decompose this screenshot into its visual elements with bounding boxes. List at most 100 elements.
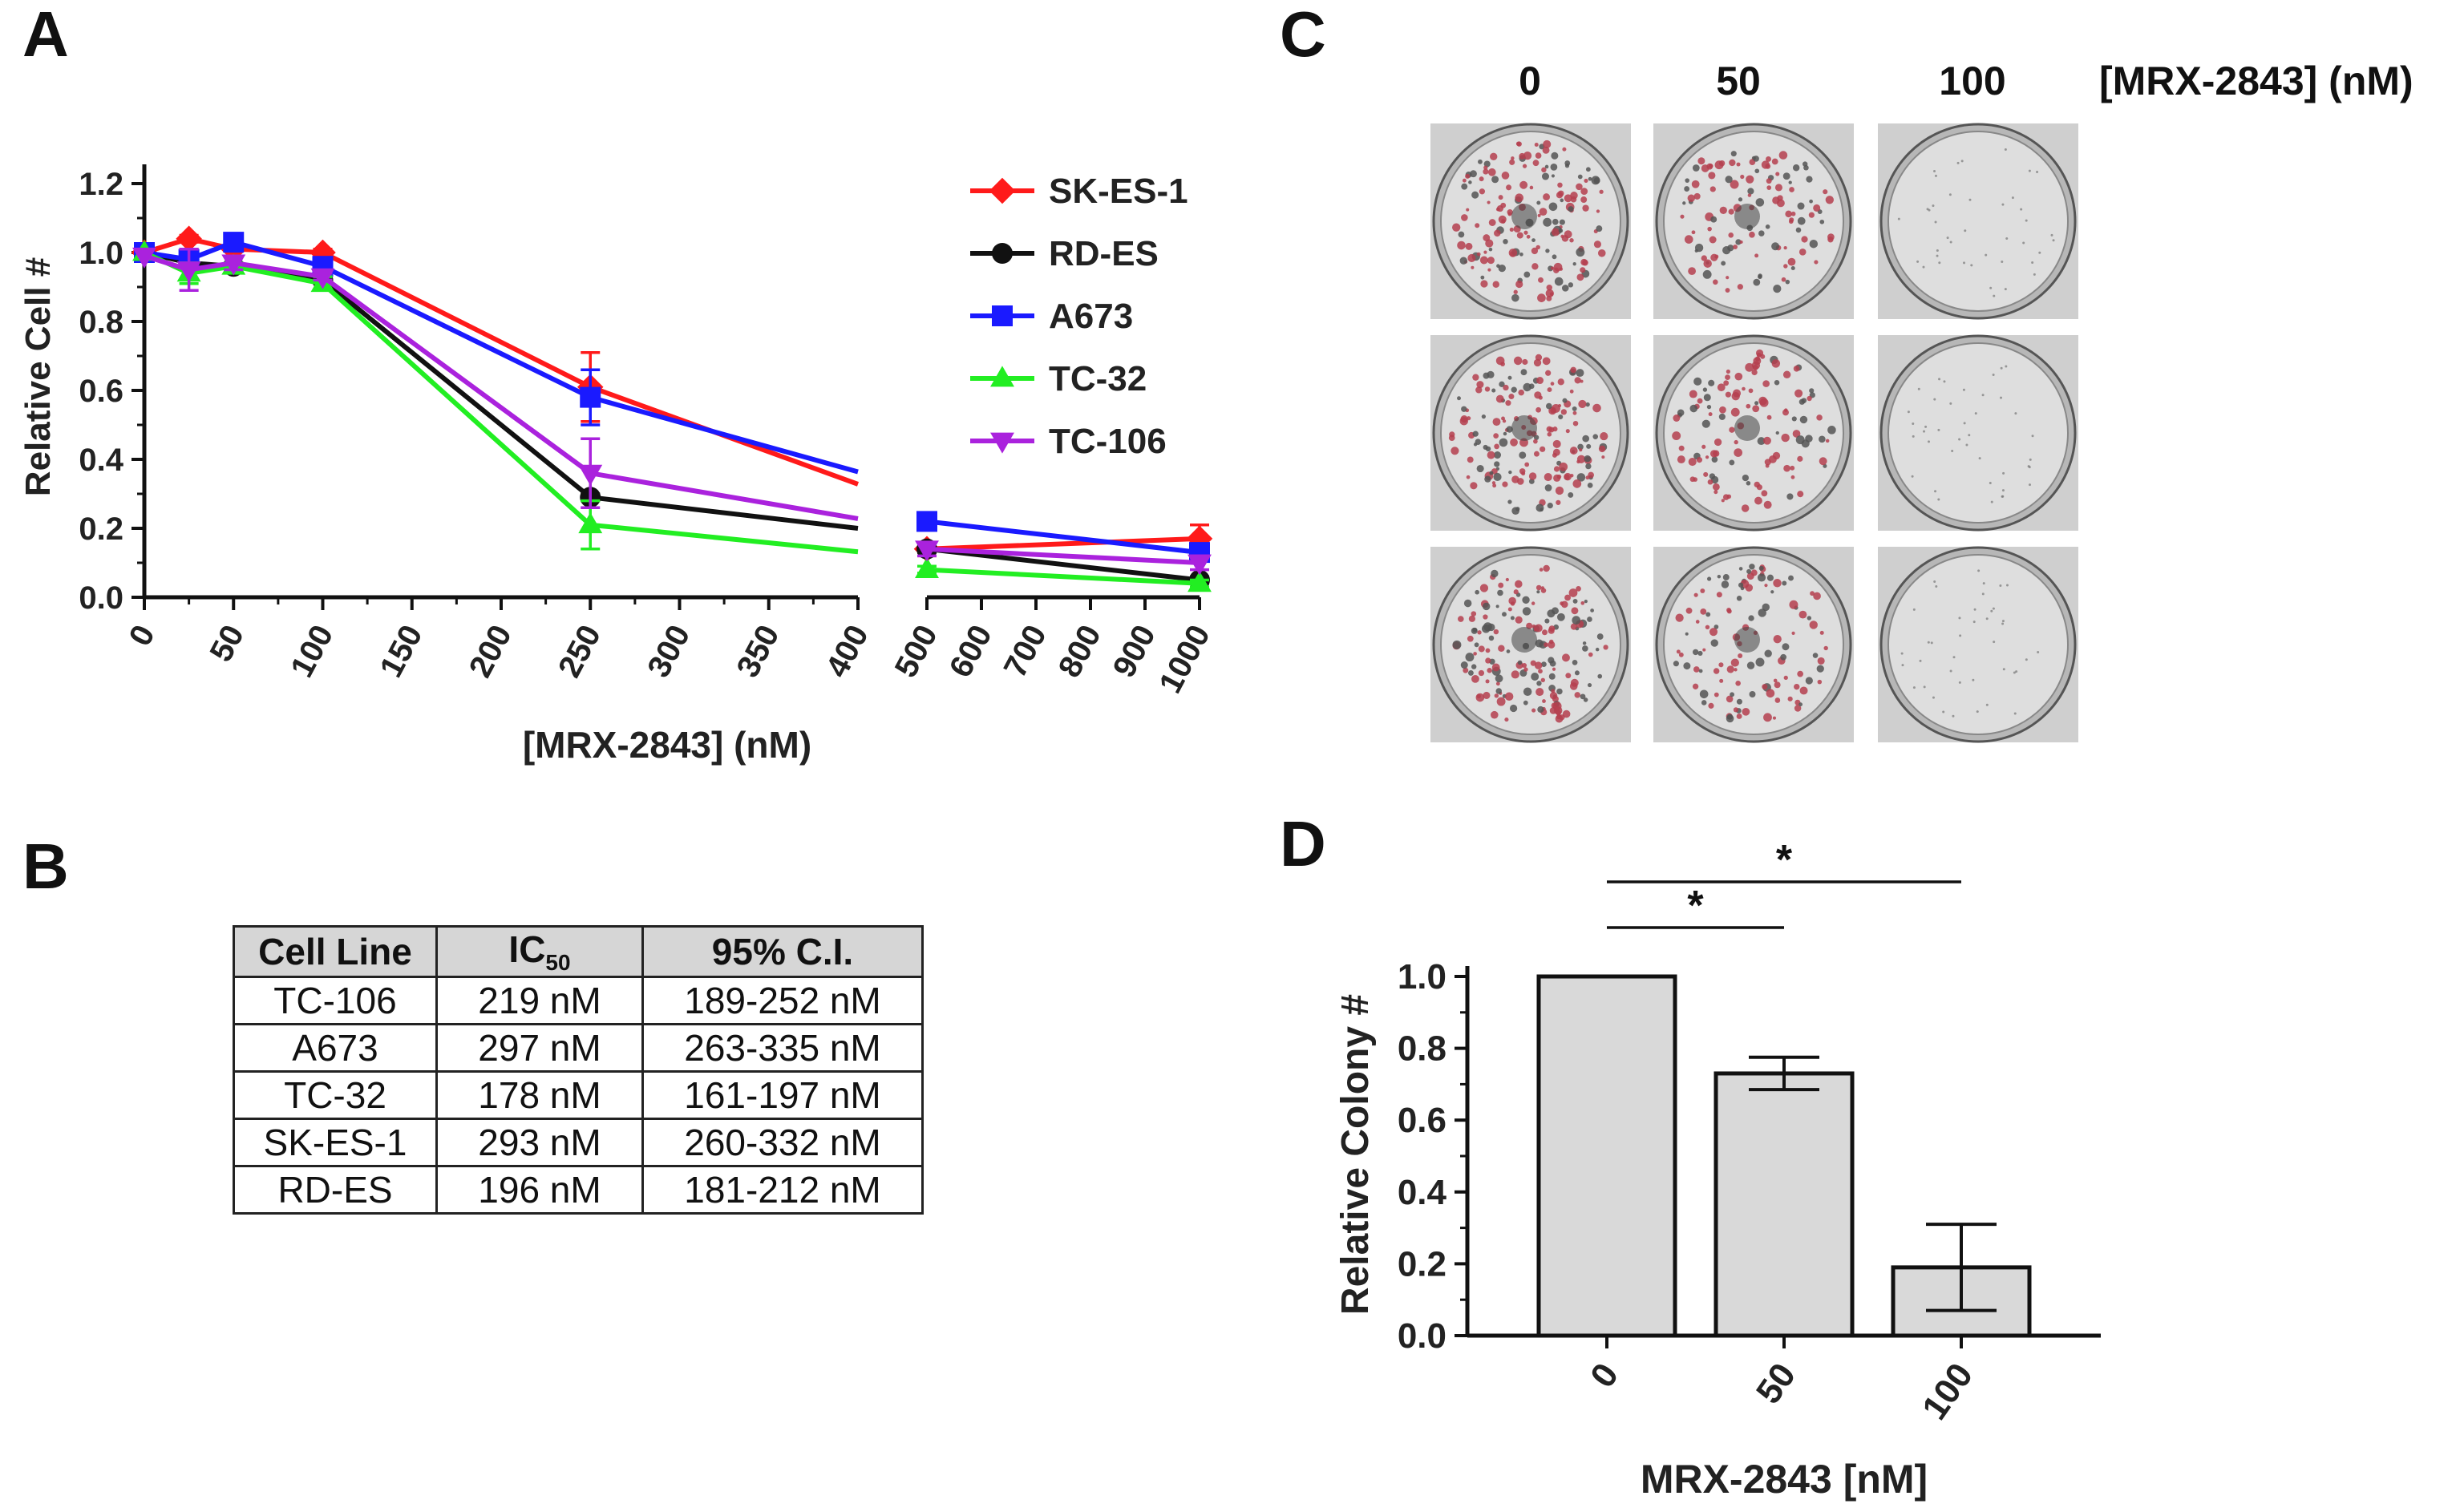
bar-0 — [1536, 974, 1677, 1338]
colony — [1682, 201, 1686, 205]
colony — [1580, 267, 1586, 273]
chart-d-ytick-label: 0.6 — [1398, 1101, 1446, 1140]
colony — [1791, 631, 1795, 635]
colony — [1689, 404, 1698, 413]
colony — [1485, 648, 1491, 653]
colony — [1726, 695, 1734, 703]
colony — [1473, 652, 1477, 656]
colony — [1468, 615, 1476, 622]
colony — [1712, 483, 1720, 491]
colony — [1728, 208, 1734, 215]
colony — [1466, 208, 1470, 212]
colony — [1511, 386, 1517, 393]
colony — [1547, 609, 1556, 618]
debris — [1916, 260, 1920, 263]
col-header-cell-line: Cell Line — [233, 924, 438, 979]
colony — [1685, 607, 1693, 614]
colony — [1783, 245, 1787, 250]
colony — [1501, 172, 1510, 180]
colony — [1742, 386, 1746, 391]
debris — [2020, 208, 2023, 211]
colony — [1734, 372, 1743, 381]
colony — [1746, 572, 1754, 580]
colony — [1766, 156, 1771, 162]
colony — [1587, 682, 1592, 688]
chart-a-xtick-label: 200 — [463, 620, 519, 684]
debris — [1946, 237, 1949, 240]
colony-cluster — [1734, 415, 1760, 441]
chart-a-xtick-label: 100 — [284, 620, 340, 684]
colony — [1781, 277, 1786, 282]
colony — [1714, 490, 1718, 495]
colony — [1557, 182, 1563, 188]
colony — [1510, 438, 1518, 447]
colony — [1694, 243, 1704, 253]
legend-marker — [989, 177, 1016, 204]
colony — [1485, 446, 1491, 452]
debris — [1985, 617, 1989, 621]
legend-marker — [992, 305, 1013, 326]
colony — [1687, 194, 1696, 202]
colony — [1551, 174, 1555, 178]
colony — [1511, 293, 1519, 302]
colony — [1789, 217, 1794, 223]
colony — [1685, 632, 1689, 636]
colony — [1550, 266, 1555, 270]
debris — [1900, 652, 1904, 655]
colony — [1586, 443, 1592, 449]
colony — [1536, 681, 1542, 686]
colony — [1736, 162, 1741, 167]
colony — [1599, 189, 1604, 194]
chart-d-xtick-label: 100 — [1915, 1356, 1981, 1427]
colony — [1475, 589, 1479, 595]
colony — [1506, 649, 1511, 653]
colony — [1753, 156, 1759, 162]
colony — [1809, 199, 1813, 204]
colony — [1523, 700, 1528, 705]
colony — [1517, 660, 1523, 665]
colony — [1494, 693, 1499, 698]
colony — [1516, 141, 1522, 147]
colony — [1513, 356, 1523, 366]
colony — [1520, 369, 1527, 376]
colony — [1472, 374, 1479, 381]
debris — [1972, 678, 1975, 681]
colony — [1714, 692, 1719, 697]
series-line-segment1 — [144, 250, 859, 531]
well-image — [1878, 334, 2078, 532]
debris — [1964, 229, 1967, 232]
colony — [1508, 470, 1512, 475]
colony — [1798, 610, 1807, 619]
colony — [1571, 607, 1579, 615]
colony — [1797, 202, 1805, 210]
colony — [1491, 481, 1496, 485]
debris — [1926, 208, 1929, 211]
colony-cluster — [1511, 204, 1537, 229]
colony — [1470, 170, 1477, 178]
colony — [1747, 188, 1754, 195]
colony — [1572, 616, 1581, 625]
well-interior — [1887, 131, 2069, 312]
colony — [1730, 180, 1739, 189]
colony — [1538, 395, 1543, 400]
debris — [2014, 412, 2017, 415]
colony — [1782, 409, 1789, 416]
colony — [1730, 692, 1735, 697]
colony — [1506, 426, 1513, 433]
colony — [1673, 414, 1681, 422]
colony — [1576, 586, 1581, 592]
legend-label: RD-ES — [1049, 234, 1159, 273]
colony — [1754, 253, 1759, 258]
colony — [1535, 503, 1544, 512]
colony — [1733, 245, 1738, 249]
colony — [1533, 451, 1540, 457]
debris — [1934, 490, 1937, 493]
colony — [1496, 697, 1506, 706]
colony — [1746, 403, 1751, 409]
colony — [1588, 652, 1593, 657]
colony — [1483, 250, 1487, 254]
colony — [1578, 399, 1587, 409]
colony — [1734, 668, 1738, 672]
colony — [1693, 377, 1702, 386]
table-row: RD-ES 196 nM 181-212 nM — [233, 1165, 924, 1215]
